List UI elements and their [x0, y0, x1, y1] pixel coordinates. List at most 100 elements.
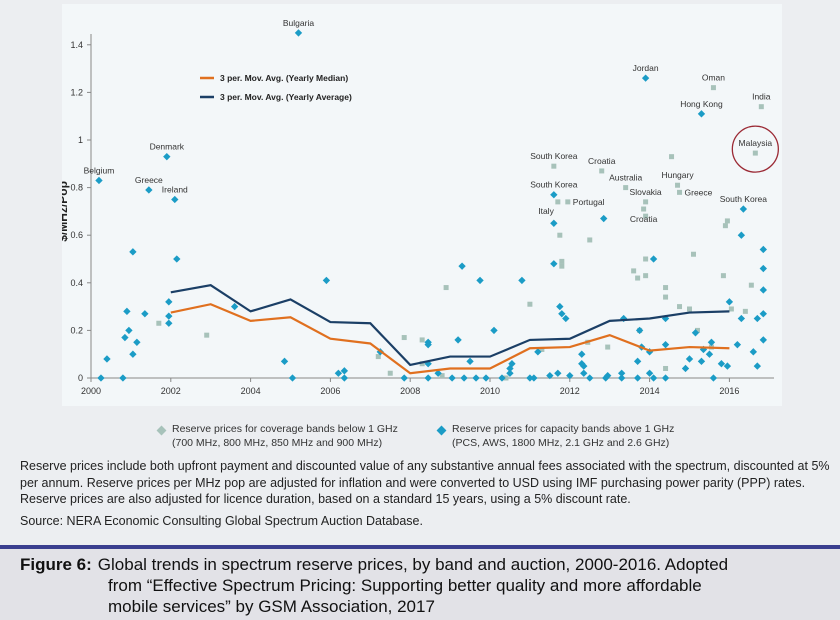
coverage-point [439, 373, 445, 379]
x-tick-label: 2002 [161, 386, 181, 396]
coverage-point [559, 263, 565, 269]
point-label: India [752, 92, 771, 102]
legend-coverage-label: Reserve prices for coverage bands below … [172, 423, 398, 435]
capacity-point [635, 326, 644, 335]
caption-label: Figure 6: [20, 555, 92, 574]
capacity-point [400, 374, 408, 382]
capacity-point [759, 286, 767, 294]
capacity-point [141, 310, 149, 318]
y-tick-label: 0.4 [70, 278, 83, 288]
x-tick-label: 2008 [400, 386, 420, 396]
coverage-point [675, 182, 681, 188]
coverage-point [758, 104, 764, 110]
x-tick-label: 2010 [480, 386, 500, 396]
point-label: Ireland [162, 185, 188, 195]
coverage-point [728, 306, 734, 312]
coverage-point [677, 304, 683, 310]
capacity-point [617, 369, 626, 377]
capacity-point [448, 374, 456, 382]
coverage-point [641, 206, 647, 212]
point-label: Portugal [573, 197, 605, 207]
point-label: Malaysia [739, 138, 773, 148]
scatter-chart: 0 0.2 0.4 0.6 0.8 1 1.2 1.4 2000 2002 2004 2006 2008… [62, 18, 779, 396]
legend-coverage-sublabel: (700 MHz, 800 MHz, 850 MHz and 900 MHz) [172, 437, 383, 449]
coverage-point [387, 370, 393, 376]
point-label: Australia [609, 173, 642, 183]
highlight-circle [731, 125, 779, 173]
line-legend-label: 3 per. Mov. Avg. (Yearly Average) [220, 92, 352, 102]
capacity-point [125, 326, 133, 335]
capacity-point [145, 186, 153, 194]
capacity-point [460, 374, 468, 382]
point-label: South Korea [530, 180, 578, 190]
legend-capacity-label: Reserve prices for capacity bands above … [452, 423, 675, 435]
capacity-point [230, 302, 239, 311]
coverage-point [748, 282, 754, 288]
capacity-point [472, 374, 480, 382]
coverage-point [599, 168, 605, 174]
legend-capacity-sublabel: (PCS, AWS, 1800 MHz, 2.1 GHz and 2.6 GHz… [452, 437, 670, 449]
coverage-point [710, 85, 716, 91]
point-label: Jordan [633, 63, 659, 73]
capacity-point [340, 367, 349, 375]
y-tick-label: 1.2 [70, 87, 83, 97]
chart-note: Reserve prices include both upfront paym… [20, 459, 830, 506]
point-label: Slovakia [630, 187, 662, 197]
capacity-point [633, 374, 642, 382]
coverage-point [555, 199, 561, 205]
coverage-point [752, 150, 758, 156]
coverage-point [635, 275, 641, 281]
coverage-point [527, 301, 533, 307]
capacity-point [737, 231, 746, 239]
coverage-point [742, 308, 748, 314]
capacity-point [600, 214, 608, 223]
y-tick-label: 1 [78, 135, 83, 145]
coverage-point [694, 327, 700, 333]
capacity-point [737, 314, 746, 323]
capacity-point [681, 364, 690, 373]
point-label: South Korea [530, 151, 578, 161]
point-label: Bulgaria [283, 18, 314, 28]
capacity-point [123, 307, 131, 316]
capacity-point [165, 298, 173, 306]
capacity-point [334, 369, 343, 377]
line-legend-label: 3 per. Mov. Avg. (Yearly Median) [220, 73, 348, 83]
coverage-point [401, 335, 407, 341]
capacity-point [476, 276, 484, 285]
capacity-point [434, 369, 442, 377]
caption-text: Figure 6: Global trends in spectrum reser… [20, 554, 835, 617]
capacity-point [498, 374, 506, 382]
coverage-point [669, 154, 675, 160]
capacity-point [753, 362, 762, 370]
point-label: Denmark [150, 142, 185, 152]
capacity-point [566, 371, 574, 380]
capacity-point [95, 176, 103, 185]
capacity-point [530, 374, 538, 382]
y-tick-label: 0.2 [70, 325, 83, 335]
coverage-point [156, 320, 162, 326]
capacity-point [466, 357, 474, 366]
capacity-point [661, 341, 670, 349]
point-label: Greece [135, 175, 163, 185]
capacity-point [322, 276, 331, 285]
coverage-point [557, 232, 563, 238]
coverage-point [623, 185, 629, 191]
coverage-point [204, 332, 210, 338]
point-label: Croatia [630, 214, 658, 224]
coverage-point [539, 346, 545, 352]
coverage-point [663, 285, 669, 291]
y-tick-label: 1.4 [70, 40, 83, 50]
capacity-point [288, 374, 297, 382]
capacity-point [705, 350, 714, 358]
capacity-point [649, 255, 658, 263]
coverage-point [663, 365, 669, 371]
capacity-point [717, 360, 726, 368]
capacity-point [749, 348, 758, 356]
caption-line: Global trends in spectrum reserve prices… [97, 555, 729, 574]
capacity-point [685, 355, 694, 363]
coverage-point [565, 199, 571, 205]
coverage-point [419, 337, 425, 343]
capacity-point [586, 374, 594, 382]
y-tick-label: 0.8 [70, 183, 83, 193]
coverage-point [663, 294, 669, 300]
